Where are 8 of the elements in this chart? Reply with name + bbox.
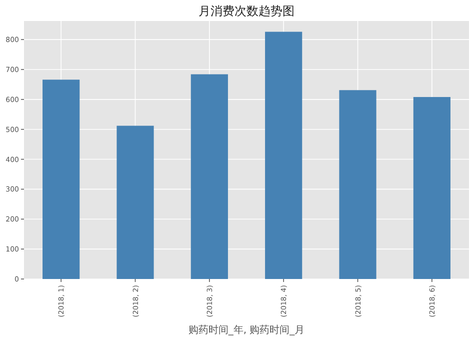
bar bbox=[116, 126, 154, 279]
chart-title: 月消费次数趋势图 bbox=[198, 4, 294, 18]
bar bbox=[339, 90, 376, 279]
bar bbox=[413, 97, 450, 279]
bar bbox=[265, 32, 302, 279]
bar bbox=[190, 74, 228, 279]
bar bbox=[42, 80, 80, 279]
x-axis-title: 购药时间_年, 购药时间_月 bbox=[188, 324, 305, 336]
